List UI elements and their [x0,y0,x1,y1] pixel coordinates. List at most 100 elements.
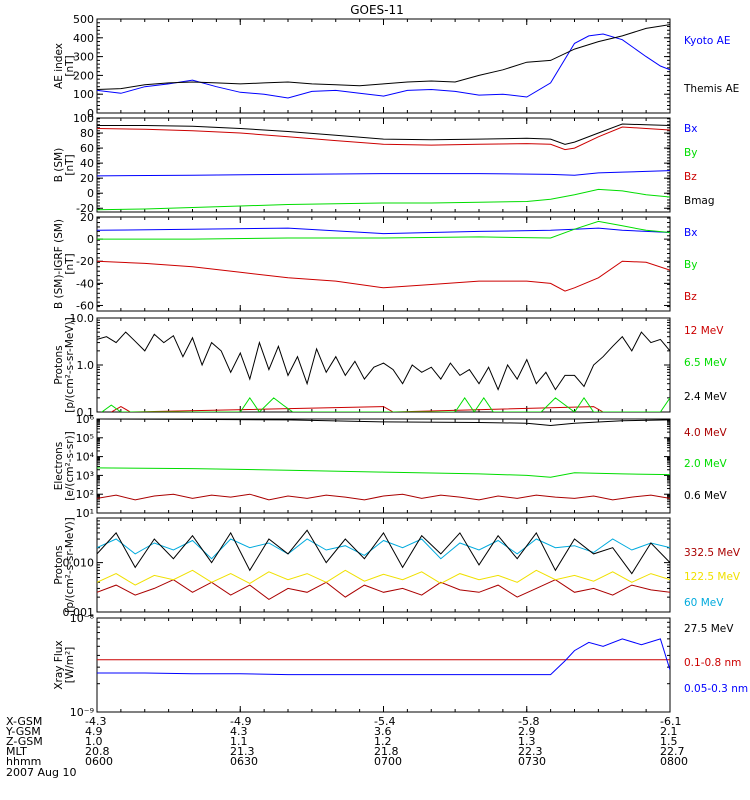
series-line-bsm-3 [97,123,670,145]
series-line-electrons-1 [97,467,670,478]
legend-entry: Bmag [684,195,715,207]
footer-value: 1.1 [230,735,248,748]
panel-frame [96,18,671,114]
legend-entry: 6.5 MeV [684,357,728,369]
y-tick-label: 0.010 [63,557,95,570]
footer-value: 0600 [85,755,113,768]
footer-row-label: hhmm [6,755,41,768]
panel-frame [96,617,671,713]
legend-entry: 4.0 MeV [684,427,728,439]
y-axis-label: B (SM) [53,148,65,182]
panel-bsm: -20 0 20 40 60 80 100 B (SM) [nT] Bx By Bz Bmag [53,112,715,215]
series-line-bsm-1 [97,188,670,211]
y-tick-label: 0 [87,187,94,200]
footer-value: 1.5 [660,735,678,748]
footer-value: -5.8 [518,715,539,728]
series-line-ae-0 [97,33,670,99]
panel-xray: 10⁻⁹ 10⁻⁸ Xray Flux [W/m²] 0.1-0.8 nm 0.05-0.… [53,612,748,719]
footer-value: 4.9 [85,725,103,738]
footer-value: 22.7 [660,745,685,758]
legend-entry: 122.5 MeV [684,571,741,583]
legend-entry: Themis AE [683,83,739,95]
y-axis-label: [W/m²] [64,647,76,684]
footer-row-label: X-GSM [6,715,42,728]
footer-value: 2.1 [660,725,678,738]
y-axis-label: Electrons [53,442,65,491]
y-tick-label: 10³ [76,469,94,482]
y-tick-label: 10⁵ [76,432,94,445]
y-tick-label: 1.0 [77,359,95,372]
footer-row-label: MLT [6,745,27,758]
series-line-protons_lo-0 [97,579,670,600]
legend-entry: 12 MeV [684,325,724,337]
legend-entry: By [684,147,697,159]
y-tick-label: 10⁻⁹ [70,706,94,719]
y-tick-label: 0 [87,233,94,246]
series-line-electrons-0 [97,493,670,501]
legend-entry: Bx [684,123,697,135]
legend-entry: 332.5 MeV [684,547,741,559]
legend-entry: Bx [684,227,697,239]
series-line-ae-1 [97,24,670,90]
y-tick-label: 10² [76,488,94,501]
y-axis-label: [p/(cm²-s-sr-MeV)] [64,517,76,612]
y-tick-label: 100 [73,88,94,101]
y-axis-label: B (SM)-IGRF (SM) [53,219,65,309]
legend-entry: 27.5 MeV [684,623,734,635]
series-line-bsmigrf-1 [97,220,670,240]
footer-row-label: Y-GSM [5,725,41,738]
series-line-bsmigrf-0 [97,227,670,235]
footer-value: -4.3 [85,715,106,728]
y-axis-label: AE index [53,43,65,89]
legend-entry: By [684,259,697,271]
series-line-bsm-0 [97,170,670,177]
panel-protons_hi: 0.1 1.0 10.0 Protons [p/(cm²-s-sr-MeV)] 12 Me… [53,312,728,419]
footer-value: -4.9 [230,715,251,728]
legend-entry: Bz [684,291,697,303]
y-axis-label: [e/(cm²-s-sr)] [64,431,76,500]
y-tick-label: 0.1 [77,406,95,419]
y-tick-label: 200 [73,69,94,82]
panel-frame [96,117,671,213]
y-axis-label: Protons [53,345,65,384]
footer-value: 0700 [374,755,402,768]
footer-value: 1.0 [85,735,103,748]
y-tick-label: 10⁴ [76,451,95,464]
series-line-protons_hi-1 [101,397,670,412]
legend-entry: 60 MeV [684,597,724,609]
footer-value: 4.3 [230,725,248,738]
series-line-protons_hi-0 [111,406,604,412]
series-line-protons_hi-2 [97,331,670,391]
y-tick-label: 40 [80,157,94,170]
y-tick-label: 20 [80,172,94,185]
y-axis-label: [nT] [64,154,76,175]
y-tick-label: 100 [73,112,94,125]
y-tick-label: 20 [80,211,94,224]
footer-value: 21.8 [374,745,399,758]
y-tick-label: 10¹ [76,507,94,520]
y-tick-label: 10.0 [70,312,95,325]
footer-value: 1.2 [374,735,392,748]
y-axis-label: [p/(cm²-s-sr-MeV)] [64,317,76,412]
legend-entry: 0.1-0.8 nm [684,657,741,669]
panel-ae: 0 100 200 300 400 500 AE index [nT] Kyoto AE Them… [53,13,739,120]
footer-value: 21.3 [230,745,255,758]
y-tick-label: 10⁻⁸ [70,612,95,625]
y-tick-label: -60 [76,299,94,312]
series-line-electrons-2 [97,419,670,427]
footer-value: -6.1 [660,715,681,728]
footer-value: 0630 [230,755,258,768]
panel-bsmigrf: -60 -40 -20 0 20 B (SM)-IGRF (SM) [nT] Bx By Bz [53,211,697,312]
footer-value: 0800 [660,755,688,768]
y-tick-label: 400 [73,32,94,45]
legend-entry: 0.6 MeV [684,490,728,502]
footer-value: 0730 [518,755,546,768]
footer-value: 22.3 [518,745,543,758]
y-axis-label: Protons [53,545,65,584]
y-tick-label: 10⁶ [76,413,95,426]
y-tick-label: 300 [73,51,94,64]
legend-entry: 0.05-0.3 nm [684,683,748,695]
